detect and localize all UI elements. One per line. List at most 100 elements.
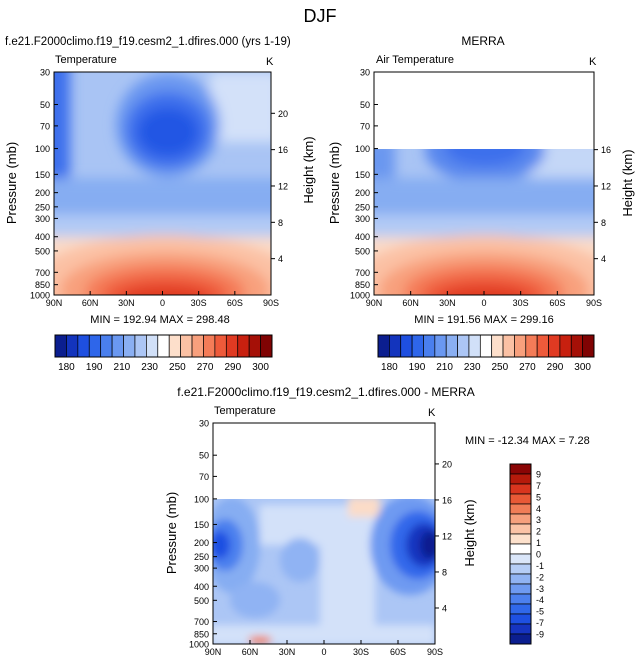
panel-merra-ylabel: Pressure (mb) (327, 142, 342, 224)
colorbar-merra-swatch (423, 334, 436, 358)
panel-diff-ylabel-right: Height (km) (462, 499, 477, 566)
colorbar-model-swatch (88, 334, 102, 358)
colorbar-merra-swatch (525, 334, 538, 358)
panel-model-ytick-label: 250 (35, 202, 50, 212)
panel-diff-subtitle: f.e21.F2000climo.f19_f19.cesm2_1.dfires.… (177, 385, 474, 399)
panel-model-ytick-label: 100 (35, 144, 50, 154)
colorbar-diff-label: -5 (536, 607, 544, 617)
colorbar-model-label: 180 (58, 362, 75, 373)
colorbar-diff-label: 7 (536, 481, 541, 491)
panel-merra-ylabel-right: Height (km) (620, 149, 635, 216)
panel-merra-xtick-label: 0 (481, 298, 486, 308)
colorbar-diff-label: -9 (536, 630, 544, 640)
colorbar-diff-label: -3 (536, 584, 544, 594)
panel-merra-xtick-label: 60N (402, 298, 419, 308)
panel-merra-ytick-label: 100 (355, 144, 370, 154)
colorbar-model-swatch (100, 334, 113, 358)
panel-diff-field-label: Temperature (214, 405, 276, 417)
panel-diff-xtick-label: 60S (390, 647, 406, 657)
colorbar-merra-swatch (491, 334, 504, 358)
colorbar-diff-swatch (509, 533, 532, 545)
colorbar-merra-swatch (548, 334, 561, 358)
panel-merra-xtick-label: 30S (513, 298, 529, 308)
panel-model-ytick-label: 150 (35, 170, 50, 180)
panel-diff-ytick-label: 250 (194, 552, 209, 562)
panel-model-ytick-label: 400 (35, 232, 50, 242)
colorbar-merra-label: 190 (409, 362, 426, 373)
colorbar-diff-swatch (509, 513, 532, 525)
colorbar-merra-swatch (514, 334, 527, 358)
panel-diff-htick-label: 20 (442, 459, 452, 469)
panel-model-ytick-label: 500 (35, 246, 50, 256)
colorbar-diff-swatch (509, 493, 532, 505)
colorbar-model-swatch (54, 334, 67, 358)
panel-diff-xtick-label: 30S (353, 647, 369, 657)
panel-model-ylabel: Pressure (mb) (4, 142, 19, 224)
panel-diff-ytick-label: 50 (199, 451, 209, 461)
panel-model-htick-label: 16 (278, 145, 288, 155)
colorbar-merra-swatch (536, 334, 549, 358)
colorbar-model-swatch (123, 334, 136, 358)
colorbar-diff-swatch (509, 483, 532, 495)
colorbar-diff-label: 2 (536, 527, 541, 537)
panel-model-htick-label: 4 (278, 254, 283, 264)
panel-merra-xtick-label: 90N (366, 298, 383, 308)
colorbar-merra: 180 190 210 230 250 270 290 300 (377, 334, 595, 373)
panel-merra-ytick-label: 400 (355, 232, 370, 242)
colorbar-model-swatch (225, 334, 239, 358)
colorbar-diff-label: -1 (536, 561, 544, 571)
colorbar-merra-swatch (389, 334, 402, 358)
panel-model-field-label: Temperature (55, 54, 117, 66)
colorbar-merra-swatch (468, 334, 481, 358)
panel-merra-xtick-label: 30N (439, 298, 456, 308)
colorbar-merra-label: 270 (519, 362, 536, 373)
panel-model-htick-label: 8 (278, 218, 283, 228)
colorbar-diff-swatch (509, 593, 532, 605)
colorbar-model: 180 190 210 230 250 270 290 300 (54, 334, 273, 373)
panel-model-minmax: MIN = 192.94 MAX = 298.48 (90, 314, 229, 326)
colorbar-model-label: 190 (86, 362, 103, 373)
colorbar-model-swatch (248, 334, 261, 358)
panel-merra: MERRA Air Temperature K 30 50 70 100 150 200 2… (327, 34, 635, 326)
panel-diff-units: K (428, 407, 436, 419)
panel-diff-ytick-label: 100 (194, 494, 209, 504)
colorbar-model-swatch (237, 334, 250, 358)
colorbar-merra-swatch (570, 334, 583, 358)
colorbar-merra-label: 210 (436, 362, 453, 373)
panel-model-ytick-label: 700 (35, 268, 50, 278)
panel-model-xtick-label: 90S (263, 298, 279, 308)
panel-model-contours (54, 72, 271, 295)
colorbar-diff-swatch (509, 503, 532, 515)
colorbar-model-swatch (77, 334, 90, 358)
colorbar-diff-swatch (509, 583, 532, 595)
colorbar-diff: 975 43 21 0-1-2 -3-4 -5-7 -9 (509, 463, 544, 645)
colorbar-diff-label: 4 (536, 504, 541, 514)
colorbar-model-swatch (260, 334, 273, 358)
panel-diff-ytick-label: 1000 (189, 640, 209, 650)
panel-diff-ytick-label: 500 (194, 596, 209, 606)
panel-merra-ytick-label: 200 (355, 188, 370, 198)
panel-diff-ytick-label: 70 (199, 472, 209, 482)
colorbar-merra-swatch (559, 334, 572, 358)
panel-diff-xtick-label: 90N (205, 647, 222, 657)
colorbar-diff-swatch (509, 463, 532, 475)
colorbar-model-swatch (66, 334, 79, 358)
colorbar-diff-label: 3 (536, 515, 541, 525)
panel-diff-ytick-label: 200 (194, 538, 209, 548)
panel-model-xtick-label: 0 (160, 298, 165, 308)
colorbar-diff-swatch (509, 563, 532, 575)
panel-merra-ytick-label: 150 (355, 170, 370, 180)
panel-merra-axes: 30 50 70 100 150 200 250 300 400 500 700 850100090N… (350, 68, 611, 309)
colorbar-merra-label: 180 (381, 362, 398, 373)
panel-model-htick-label: 20 (278, 109, 288, 119)
panel-model-ylabel-right: Height (km) (301, 136, 316, 203)
colorbar-merra-swatch (377, 334, 390, 358)
panel-model-ytick-label: 200 (35, 188, 50, 198)
colorbar-diff-label: 0 (536, 550, 541, 560)
colorbar-model-swatch (157, 334, 170, 358)
colorbar-model-swatch (168, 334, 181, 358)
panel-diff-axes: 305070100150200250300400500700850100090N… (189, 419, 452, 658)
colorbar-diff-label: -4 (536, 595, 544, 605)
colorbar-model-label: 250 (169, 362, 186, 373)
